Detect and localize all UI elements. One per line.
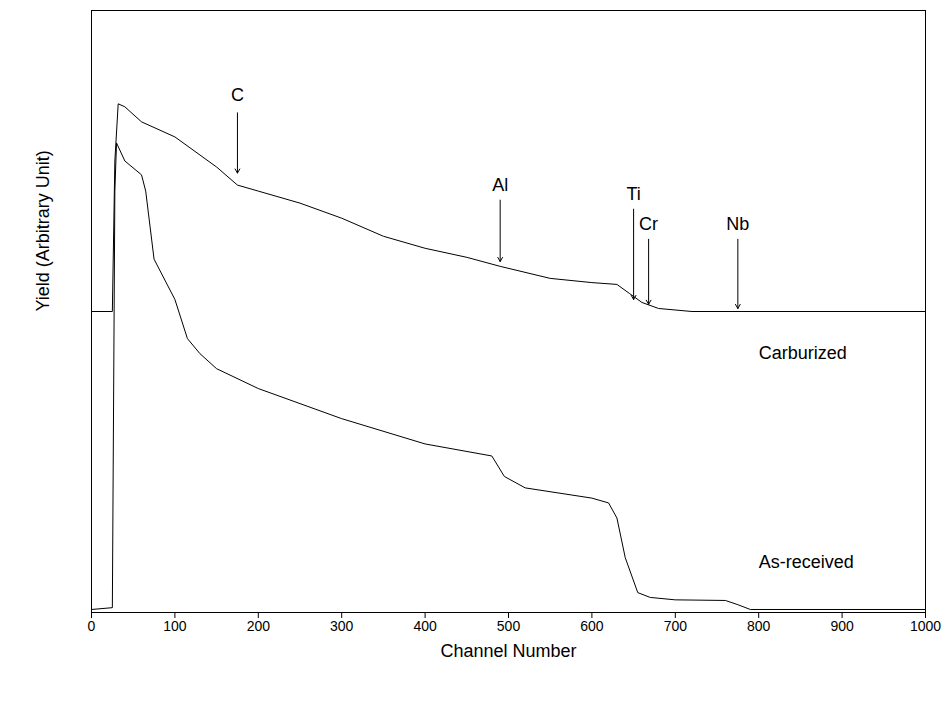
svg-text:Al: Al <box>492 175 508 195</box>
svg-text:0: 0 <box>88 618 96 634</box>
svg-text:500: 500 <box>497 618 521 634</box>
svg-text:As-received: As-received <box>759 552 854 572</box>
svg-text:300: 300 <box>330 618 354 634</box>
svg-text:Ti: Ti <box>626 184 640 204</box>
svg-text:800: 800 <box>747 618 771 634</box>
svg-text:100: 100 <box>163 618 187 634</box>
svg-text:700: 700 <box>664 618 688 634</box>
svg-text:400: 400 <box>413 618 437 634</box>
svg-text:900: 900 <box>830 618 854 634</box>
svg-text:Yield (Arbitrary Unit): Yield (Arbitrary Unit) <box>33 150 53 311</box>
svg-text:Carburized: Carburized <box>759 343 847 363</box>
svg-text:Channel Number: Channel Number <box>440 641 576 661</box>
svg-text:Cr: Cr <box>639 214 658 234</box>
svg-text:600: 600 <box>580 618 604 634</box>
svg-text:200: 200 <box>247 618 271 634</box>
svg-text:C: C <box>231 85 244 105</box>
svg-text:1000: 1000 <box>910 618 941 634</box>
svg-text:Nb: Nb <box>726 214 749 234</box>
